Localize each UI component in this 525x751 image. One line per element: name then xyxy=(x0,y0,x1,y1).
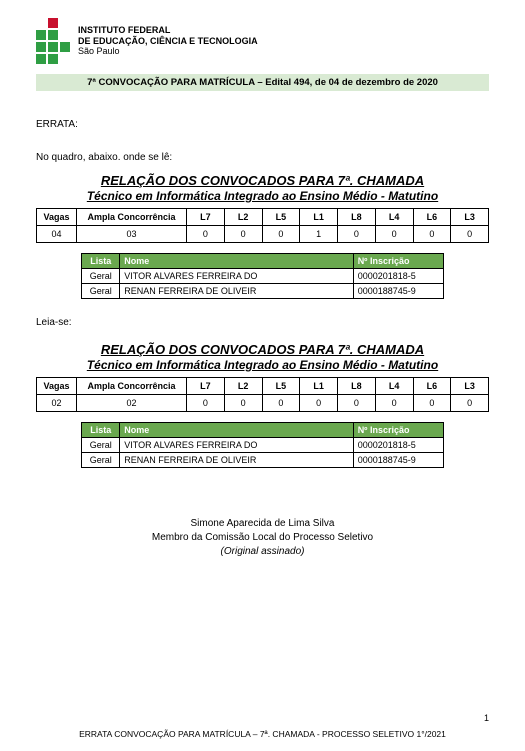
cell: RENAN FERREIRA DE OLIVEIR xyxy=(120,284,353,299)
table-row: Geral RENAN FERREIRA DE OLIVEIR 00001887… xyxy=(82,453,443,468)
col-header: Ampla Concorrência xyxy=(77,378,187,395)
footer-text: ERRATA CONVOCAÇÃO PARA MATRÍCULA – 7ª. C… xyxy=(36,729,489,739)
cell: 0000188745-9 xyxy=(353,284,443,299)
cell: 0 xyxy=(451,395,489,412)
nomes-table-b: Lista Nome Nº Inscrição Geral VITOR ALVA… xyxy=(81,422,443,468)
table-row: Geral VITOR ALVARES FERREIRA DO 00002018… xyxy=(82,269,443,284)
col-header: Nº Inscrição xyxy=(353,254,443,269)
col-header: Nome xyxy=(120,254,353,269)
col-header: Nº Inscrição xyxy=(353,423,443,438)
cell: 0 xyxy=(413,395,451,412)
cell: 0 xyxy=(187,226,225,243)
cell: 0 xyxy=(338,395,376,412)
cell: VITOR ALVARES FERREIRA DO xyxy=(120,269,353,284)
signature-block: Simone Aparecida de Lima Silva Membro da… xyxy=(36,518,489,557)
col-header: Lista xyxy=(82,423,120,438)
cell: 02 xyxy=(37,395,77,412)
col-header: L2 xyxy=(224,209,262,226)
inst-line1: INSTITUTO FEDERAL xyxy=(78,25,258,36)
cell: 02 xyxy=(77,395,187,412)
cell: 03 xyxy=(77,226,187,243)
table-row: 02 02 0 0 0 0 0 0 0 0 xyxy=(37,395,489,412)
cell: 0000201818-5 xyxy=(353,269,443,284)
cell: 0 xyxy=(262,226,300,243)
col-header: Vagas xyxy=(37,378,77,395)
cell: RENAN FERREIRA DE OLIVEIR xyxy=(120,453,353,468)
cell: 0000201818-5 xyxy=(353,438,443,453)
col-header: Vagas xyxy=(37,209,77,226)
ifsp-logo xyxy=(36,18,70,64)
col-header: L7 xyxy=(187,209,225,226)
col-header: Nome xyxy=(120,423,353,438)
inst-line2: DE EDUCAÇÃO, CIÊNCIA E TECNOLOGIA xyxy=(78,36,258,47)
section-sub-a: Técnico em Informática Integrado ao Ensi… xyxy=(36,189,489,203)
cell: Geral xyxy=(82,453,120,468)
cell: 04 xyxy=(37,226,77,243)
col-header: Lista xyxy=(82,254,120,269)
banner-title: 7ª CONVOCAÇÃO PARA MATRÍCULA – Edital 49… xyxy=(36,74,489,91)
col-header: L5 xyxy=(262,378,300,395)
header-logo-row: INSTITUTO FEDERAL DE EDUCAÇÃO, CIÊNCIA E… xyxy=(36,18,489,64)
cell: VITOR ALVARES FERREIRA DO xyxy=(120,438,353,453)
cell: 0 xyxy=(375,226,413,243)
col-header: L4 xyxy=(375,378,413,395)
leia-text: Leia-se: xyxy=(36,317,489,328)
col-header: L1 xyxy=(300,378,338,395)
nomes-table-a: Lista Nome Nº Inscrição Geral VITOR ALVA… xyxy=(81,253,443,299)
cell: 0 xyxy=(262,395,300,412)
institution-text: INSTITUTO FEDERAL DE EDUCAÇÃO, CIÊNCIA E… xyxy=(78,25,258,57)
sig-role: Membro da Comissão Local do Processo Sel… xyxy=(36,532,489,543)
sig-original: (Original assinado) xyxy=(36,546,489,557)
col-header: L8 xyxy=(338,378,376,395)
cell: 0 xyxy=(413,226,451,243)
cell: 0 xyxy=(375,395,413,412)
cell: 0 xyxy=(338,226,376,243)
col-header: L6 xyxy=(413,378,451,395)
errata-label: ERRATA: xyxy=(36,119,489,130)
col-header: L8 xyxy=(338,209,376,226)
section-title-a: RELAÇÃO DOS CONVOCADOS PARA 7ª. CHAMADA xyxy=(36,173,489,188)
section-title-b: RELAÇÃO DOS CONVOCADOS PARA 7ª. CHAMADA xyxy=(36,342,489,357)
cell: 0000188745-9 xyxy=(353,453,443,468)
inst-line3: São Paulo xyxy=(78,46,258,57)
col-header: L4 xyxy=(375,209,413,226)
col-header: L1 xyxy=(300,209,338,226)
col-header: L3 xyxy=(451,209,489,226)
table-row: Vagas Ampla Concorrência L7 L2 L5 L1 L8 … xyxy=(37,378,489,395)
vagas-table-b: Vagas Ampla Concorrência L7 L2 L5 L1 L8 … xyxy=(36,377,489,412)
page-number: 1 xyxy=(484,713,489,723)
col-header: L2 xyxy=(224,378,262,395)
table-row: Lista Nome Nº Inscrição xyxy=(82,254,443,269)
section-sub-b: Técnico em Informática Integrado ao Ensi… xyxy=(36,358,489,372)
cell: 1 xyxy=(300,226,338,243)
col-header: L3 xyxy=(451,378,489,395)
cell: 0 xyxy=(224,395,262,412)
cell: Geral xyxy=(82,438,120,453)
table-row: 04 03 0 0 0 1 0 0 0 0 xyxy=(37,226,489,243)
sig-name: Simone Aparecida de Lima Silva xyxy=(36,518,489,529)
intro-text: No quadro, abaixo. onde se lê: xyxy=(36,152,489,163)
cell: 0 xyxy=(300,395,338,412)
table-row: Geral RENAN FERREIRA DE OLIVEIR 00001887… xyxy=(82,284,443,299)
col-header: L6 xyxy=(413,209,451,226)
cell: 0 xyxy=(187,395,225,412)
col-header: Ampla Concorrência xyxy=(77,209,187,226)
col-header: L5 xyxy=(262,209,300,226)
vagas-table-a: Vagas Ampla Concorrência L7 L2 L5 L1 L8 … xyxy=(36,208,489,243)
cell: Geral xyxy=(82,284,120,299)
cell: Geral xyxy=(82,269,120,284)
table-row: Vagas Ampla Concorrência L7 L2 L5 L1 L8 … xyxy=(37,209,489,226)
cell: 0 xyxy=(451,226,489,243)
table-row: Lista Nome Nº Inscrição xyxy=(82,423,443,438)
table-row: Geral VITOR ALVARES FERREIRA DO 00002018… xyxy=(82,438,443,453)
col-header: L7 xyxy=(187,378,225,395)
cell: 0 xyxy=(224,226,262,243)
